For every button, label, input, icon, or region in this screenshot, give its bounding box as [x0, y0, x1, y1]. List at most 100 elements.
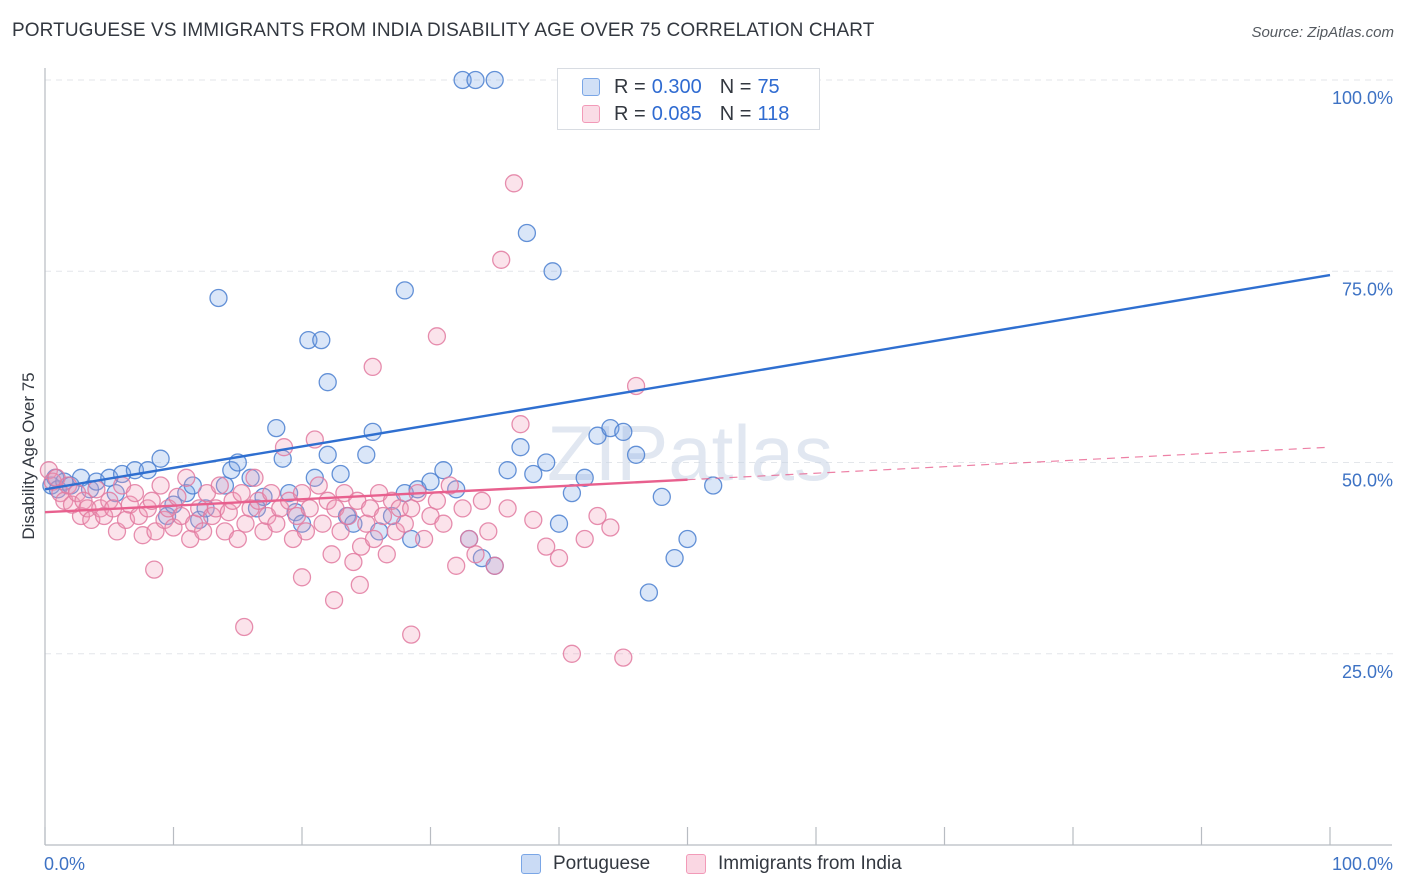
source-label: Source: ZipAtlas.com — [1251, 24, 1394, 41]
portuguese-point — [511, 438, 530, 457]
india-point — [292, 568, 312, 587]
india-point — [472, 491, 492, 510]
portuguese-point — [331, 464, 350, 484]
axes — [44, 68, 1392, 846]
portuguese-point — [543, 262, 562, 281]
portuguese-point — [453, 70, 472, 90]
india-point — [447, 556, 466, 575]
india-point — [235, 617, 254, 637]
portuguese-point — [395, 281, 414, 300]
y-tick-label-100: 100.0% — [1332, 88, 1393, 108]
y-tick-label-25: 25.0% — [1342, 662, 1393, 682]
india-point — [322, 545, 341, 564]
india-point — [331, 522, 350, 541]
india-point — [427, 327, 447, 346]
india-point — [78, 499, 97, 518]
india-point — [363, 357, 382, 377]
portuguese-point — [466, 70, 485, 90]
portuguese-point — [678, 529, 697, 549]
portuguese-point — [312, 330, 331, 350]
portuguese-point — [537, 453, 556, 472]
y-tick-label-75: 75.0% — [1342, 279, 1393, 299]
india-point — [300, 499, 319, 518]
legend-n-label: N = — [719, 75, 752, 98]
portuguese-point — [177, 483, 196, 503]
india-point — [373, 506, 393, 526]
india-point — [382, 491, 402, 510]
portuguese-point — [517, 223, 537, 243]
india-point — [350, 575, 369, 595]
india-point — [296, 522, 316, 541]
india-point — [562, 644, 582, 663]
portuguese-point — [299, 330, 318, 350]
india-point — [414, 529, 434, 549]
legend-n-value-india: 118 — [757, 102, 790, 125]
y-axis-label: Disability Age Over 75 — [19, 372, 38, 539]
india-point — [575, 529, 594, 549]
india-point — [364, 529, 384, 549]
india-point — [262, 483, 281, 503]
y-tick-label-50: 50.0% — [1342, 471, 1393, 491]
legend-swatch-india — [582, 105, 600, 123]
legend-row-portuguese: R = 0.300 N = 75 — [582, 75, 780, 99]
trend-line-portuguese — [44, 273, 1331, 491]
bottom-legend-label-india: Immigrants from India — [718, 853, 902, 874]
india-point — [313, 514, 332, 533]
india-point — [177, 468, 196, 487]
india-point — [309, 476, 328, 495]
portuguese-point — [549, 514, 569, 533]
legend-r-label: R = — [614, 102, 646, 125]
bottom-legend-portuguese: Portuguese — [521, 852, 650, 876]
x-tick-label-max: 100.0% — [1332, 854, 1393, 874]
watermark: ZIPatlas — [547, 409, 833, 497]
india-point — [339, 506, 358, 526]
india-point — [193, 522, 213, 541]
portuguese-point — [498, 461, 517, 480]
portuguese-point — [209, 288, 228, 308]
portuguese-point — [524, 464, 543, 484]
india-point — [324, 591, 344, 610]
portuguese-point — [151, 449, 170, 468]
legend-r-label: R = — [614, 75, 646, 98]
chart-title: PORTUGUESE VS IMMIGRANTS FROM INDIA DISA… — [12, 20, 875, 41]
portuguese-point — [241, 468, 260, 487]
portuguese-point — [421, 472, 440, 491]
legend-swatch-portuguese — [582, 78, 600, 96]
legend-n-value-portuguese: 75 — [757, 75, 780, 98]
india-point — [245, 468, 264, 487]
portuguese-point — [704, 476, 723, 495]
india-point — [434, 514, 453, 533]
india-point — [588, 506, 607, 526]
legend-r-value-india: 0.085 — [651, 102, 702, 125]
portuguese-point — [434, 461, 453, 480]
india-point — [453, 499, 472, 518]
india-point — [274, 438, 294, 457]
trend-line-india-extrapolated — [687, 446, 1331, 481]
legend-row-india: R = 0.085 N = 118 — [582, 102, 789, 126]
india-point — [39, 461, 59, 480]
india-point — [498, 499, 517, 518]
stats-legend: R = 0.300 N = 75 R = 0.085 N = 118 — [557, 68, 820, 130]
india-point — [241, 499, 260, 518]
portuguese-point — [267, 418, 286, 438]
india-point — [440, 476, 459, 495]
india-point — [466, 545, 485, 564]
trend-lines — [44, 273, 1331, 514]
india-point — [614, 648, 633, 667]
india-point — [232, 483, 251, 503]
india-point — [236, 514, 255, 533]
trend-line-india — [44, 478, 688, 514]
portuguese-point — [626, 445, 646, 464]
legend-n-label: N = — [719, 102, 752, 125]
india-point — [479, 522, 498, 541]
india-point — [601, 518, 620, 537]
x-tick-label-min: 0.0% — [44, 854, 85, 874]
bottom-legend-india: Immigrants from India — [686, 852, 902, 876]
india-point — [395, 514, 414, 533]
legend-r-value-portuguese: 0.300 — [651, 75, 702, 98]
india-point — [344, 552, 363, 572]
portuguese-point — [318, 445, 337, 464]
portuguese-point — [575, 468, 594, 487]
india-point — [142, 491, 161, 510]
